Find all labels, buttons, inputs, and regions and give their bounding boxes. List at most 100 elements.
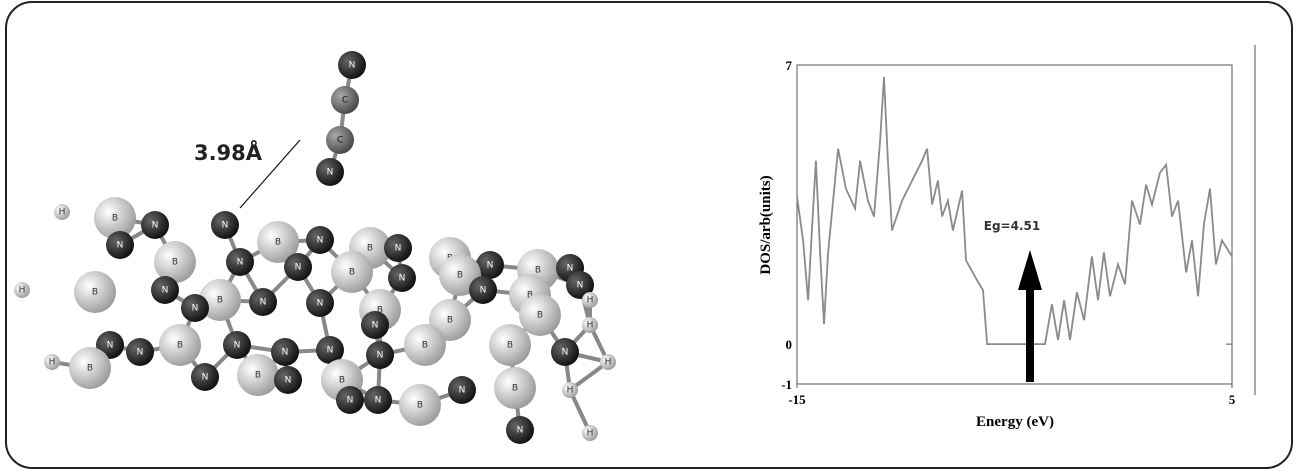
- dos-chart: 7 0 -1-15 5 Energy (eV) DOS/arb(units) Eg=4.51: [758, 58, 1236, 430]
- atom-label: N: [459, 386, 466, 396]
- atom-label: N: [399, 274, 406, 284]
- atom: [364, 386, 392, 414]
- atom-label: N: [395, 244, 402, 254]
- atom-label: B: [92, 288, 98, 298]
- atom: [448, 376, 476, 404]
- atom: [191, 363, 219, 391]
- atom: [600, 354, 616, 370]
- atom: [384, 234, 412, 262]
- y-tick-label: 7: [786, 58, 793, 73]
- atom: [388, 264, 416, 292]
- atom: [271, 338, 299, 366]
- atom: [154, 241, 196, 283]
- atom: [274, 366, 302, 394]
- atom-label: B: [367, 244, 373, 254]
- atom: [141, 211, 169, 239]
- distance-label: 3.98Å: [194, 140, 263, 165]
- atom-label: N: [234, 341, 241, 351]
- molecule: NCCNHBNNBNBNBNBNNBNNBNBNBNHHBNBNNNBNBBHN…: [14, 51, 616, 444]
- atom-label: N: [317, 236, 324, 246]
- atom-label: B: [275, 238, 281, 248]
- atom-label: N: [562, 348, 569, 358]
- atom: [237, 354, 279, 396]
- atom: [306, 226, 334, 254]
- atom: [338, 51, 366, 79]
- atom-label: N: [117, 241, 124, 251]
- atom-label: N: [347, 396, 354, 406]
- atom: [562, 382, 578, 398]
- x-axis-title: Energy (eV): [976, 414, 1054, 430]
- atom: [74, 271, 116, 313]
- atom-label: N: [577, 281, 584, 291]
- atom-label: N: [222, 221, 229, 231]
- atom-label: N: [327, 346, 334, 356]
- atom: [94, 197, 136, 239]
- atom-label: H: [587, 429, 594, 439]
- atom: [126, 338, 154, 366]
- atom: [211, 211, 239, 239]
- atom-label: H: [587, 296, 594, 306]
- atom-label: N: [487, 261, 494, 271]
- atom-label: N: [377, 351, 384, 361]
- atom-label: B: [422, 341, 428, 351]
- atom: [336, 386, 364, 414]
- atom: [366, 341, 394, 369]
- atom-label: N: [317, 299, 324, 309]
- atom: [306, 289, 334, 317]
- atom: [361, 311, 389, 339]
- atom-label: H: [587, 321, 594, 331]
- atom-label: N: [375, 396, 382, 406]
- atom-label: B: [507, 341, 513, 351]
- arrow-shaft: [1026, 285, 1034, 382]
- atom: [69, 347, 111, 389]
- y-tick-label: 0: [786, 337, 793, 352]
- atom: [582, 425, 598, 441]
- atom: [181, 294, 209, 322]
- atom-label: N: [327, 168, 334, 178]
- atom-label: N: [567, 264, 574, 274]
- plot-frame: [796, 64, 1233, 385]
- atom: [223, 331, 251, 359]
- atom: [284, 253, 312, 281]
- atom-label: N: [107, 341, 114, 351]
- atom-label: N: [285, 376, 292, 386]
- atom-label: B: [349, 268, 355, 278]
- atom-label: N: [202, 373, 209, 383]
- y-tick-label: -1: [781, 377, 792, 392]
- atom: [404, 324, 446, 366]
- atom: [566, 271, 594, 299]
- atom: [331, 86, 359, 114]
- atom: [489, 324, 531, 366]
- atom-label: H: [19, 286, 26, 296]
- atom-label: B: [447, 316, 453, 326]
- arrow-head: [1018, 250, 1042, 290]
- atom-label: N: [372, 321, 379, 331]
- atom: [316, 158, 344, 186]
- atom-label: B: [255, 371, 261, 381]
- atom-label: N: [152, 221, 159, 231]
- atom-label: B: [537, 311, 543, 321]
- atom: [519, 294, 561, 336]
- atom: [199, 279, 241, 321]
- atom-label: B: [527, 291, 533, 301]
- atom: [44, 354, 60, 370]
- atom: [159, 324, 201, 366]
- atom: [14, 282, 30, 298]
- atom: [506, 416, 534, 444]
- atom: [551, 338, 579, 366]
- atom-label: B: [172, 258, 178, 268]
- atom-label: B: [112, 214, 118, 224]
- atom: [151, 276, 179, 304]
- atom: [582, 317, 598, 333]
- atom-label: H: [59, 208, 66, 218]
- atom: [316, 336, 344, 364]
- atom-label: B: [512, 384, 518, 394]
- atom: [476, 251, 504, 279]
- atom-label: N: [282, 348, 289, 358]
- atom-label: B: [217, 296, 223, 306]
- atom-label: B: [87, 364, 93, 374]
- dos-line: [796, 76, 1233, 345]
- atom-label: N: [260, 298, 267, 308]
- atom: [469, 276, 497, 304]
